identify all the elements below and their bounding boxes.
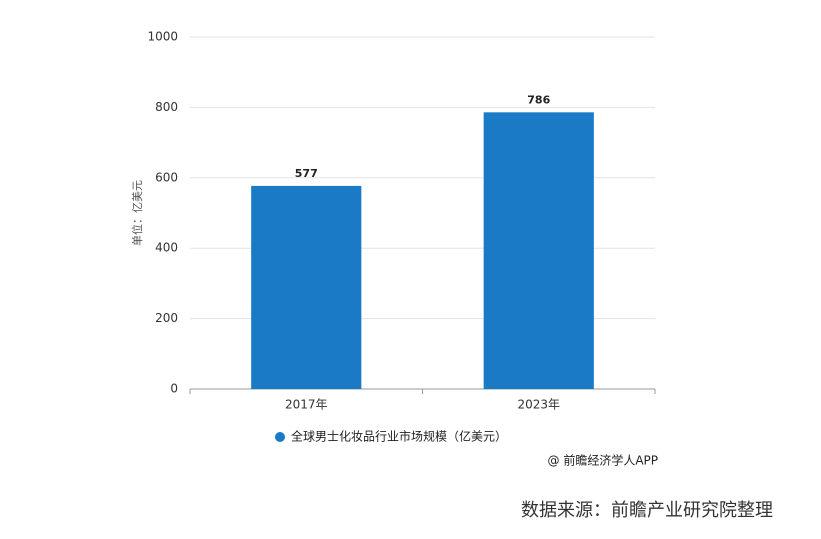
bar [251, 185, 362, 389]
legend-label: 全球男士化妆品行业市场规模（亿美元） [291, 429, 507, 444]
y-tick-label: 0 [170, 382, 178, 396]
annotation: @ 前瞻经济学人APP [548, 453, 659, 468]
y-tick-label: 800 [155, 100, 178, 114]
legend-marker [275, 432, 285, 442]
y-tick-label: 400 [155, 241, 178, 255]
y-tick-label: 1000 [147, 30, 178, 44]
value-label: 577 [295, 167, 318, 180]
x-tick-label: 2017年 [285, 398, 328, 412]
bar [483, 112, 594, 389]
source: 数据来源：前瞻产业研究院整理 [521, 500, 773, 521]
y-axis-label: 单位：亿美元 [130, 180, 144, 246]
value-label: 786 [527, 93, 550, 106]
x-tick-label: 2023年 [517, 398, 560, 412]
y-tick-label: 600 [155, 170, 178, 184]
y-tick-label: 200 [155, 311, 178, 325]
